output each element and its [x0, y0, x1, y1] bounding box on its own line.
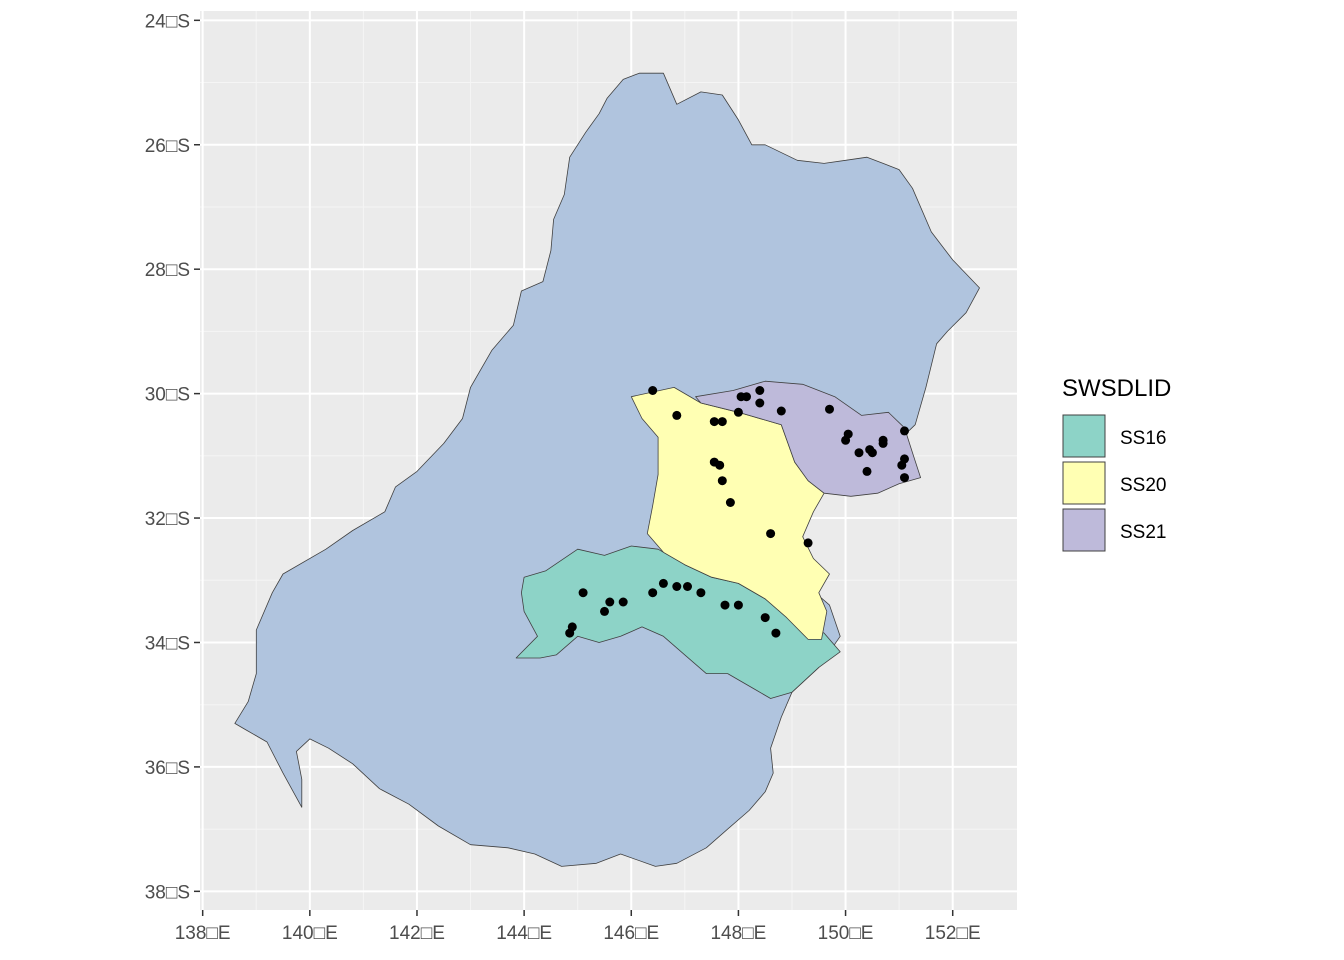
y-axis: 24□S 26□S 28□S 30□S 32□S 34□S 36□S 38□S — [145, 11, 200, 903]
site-point — [720, 600, 730, 610]
site-point — [825, 404, 834, 414]
site-point — [900, 473, 909, 483]
site-point — [776, 406, 786, 416]
legend-label-SS21: SS21 — [1120, 522, 1166, 543]
site-point — [733, 407, 743, 417]
site-point — [803, 538, 813, 548]
legend-swatch-SS20 — [1062, 461, 1106, 505]
legend-label-SS20: SS20 — [1120, 475, 1166, 496]
y-tick-label: 38□S — [145, 882, 190, 903]
y-tick-label: 34□S — [145, 633, 190, 654]
site-point — [565, 628, 575, 638]
site-point — [578, 588, 588, 598]
x-tick-label: 144□E — [496, 923, 552, 944]
site-point — [672, 582, 682, 591]
site-point — [715, 460, 725, 470]
data-points — [565, 386, 909, 638]
site-point — [900, 454, 909, 464]
x-tick-label: 148□E — [710, 923, 766, 944]
y-tick-label: 24□S — [145, 11, 190, 32]
site-point — [878, 438, 888, 448]
y-tick-label: 30□S — [145, 385, 190, 406]
site-point — [760, 613, 770, 623]
site-point — [843, 429, 853, 439]
site-point — [683, 582, 692, 591]
x-tick-label: 152□E — [925, 923, 981, 944]
site-point — [672, 410, 682, 420]
site-point — [854, 448, 864, 458]
site-point — [755, 386, 765, 395]
site-point — [717, 476, 727, 486]
x-tick-label: 150□E — [818, 923, 874, 944]
site-point — [900, 426, 909, 436]
site-point — [766, 529, 776, 539]
y-tick-label: 26□S — [145, 136, 190, 157]
legend-title: SWSDLID — [1062, 375, 1171, 402]
site-point — [733, 600, 743, 610]
site-point — [717, 417, 727, 427]
y-tick-label: 32□S — [145, 509, 190, 530]
legend-swatch-SS21 — [1062, 508, 1106, 552]
site-point — [600, 606, 609, 616]
site-point — [696, 588, 706, 598]
legend: SWSDLID SS16 SS20 SS21 — [1062, 375, 1171, 552]
x-axis: 138□E 140□E 142□E 144□E 146□E 148□E 150□E 152□E — [175, 910, 981, 944]
region-SS21 — [695, 380, 921, 497]
x-tick-label: 142□E — [389, 923, 445, 944]
x-tick-label: 138□E — [175, 923, 231, 944]
x-tick-label: 146□E — [603, 923, 659, 944]
site-point — [771, 628, 781, 638]
site-point — [658, 578, 668, 588]
legend-swatch-SS16 — [1062, 414, 1106, 458]
map-regions — [234, 72, 980, 867]
site-point — [755, 398, 765, 408]
site-point — [648, 588, 658, 598]
x-tick-label: 140□E — [282, 923, 338, 944]
site-point — [862, 466, 872, 476]
site-point — [618, 597, 628, 607]
site-point — [725, 498, 735, 507]
legend-label-SS16: SS16 — [1120, 428, 1166, 449]
site-point — [742, 392, 751, 402]
legend-items: SS16 SS20 SS21 — [1062, 414, 1166, 552]
site-point — [867, 448, 877, 458]
site-point — [605, 597, 615, 607]
y-tick-label: 36□S — [145, 758, 190, 779]
site-point — [648, 386, 658, 395]
y-tick-label: 28□S — [145, 260, 190, 281]
site-point — [709, 417, 719, 427]
